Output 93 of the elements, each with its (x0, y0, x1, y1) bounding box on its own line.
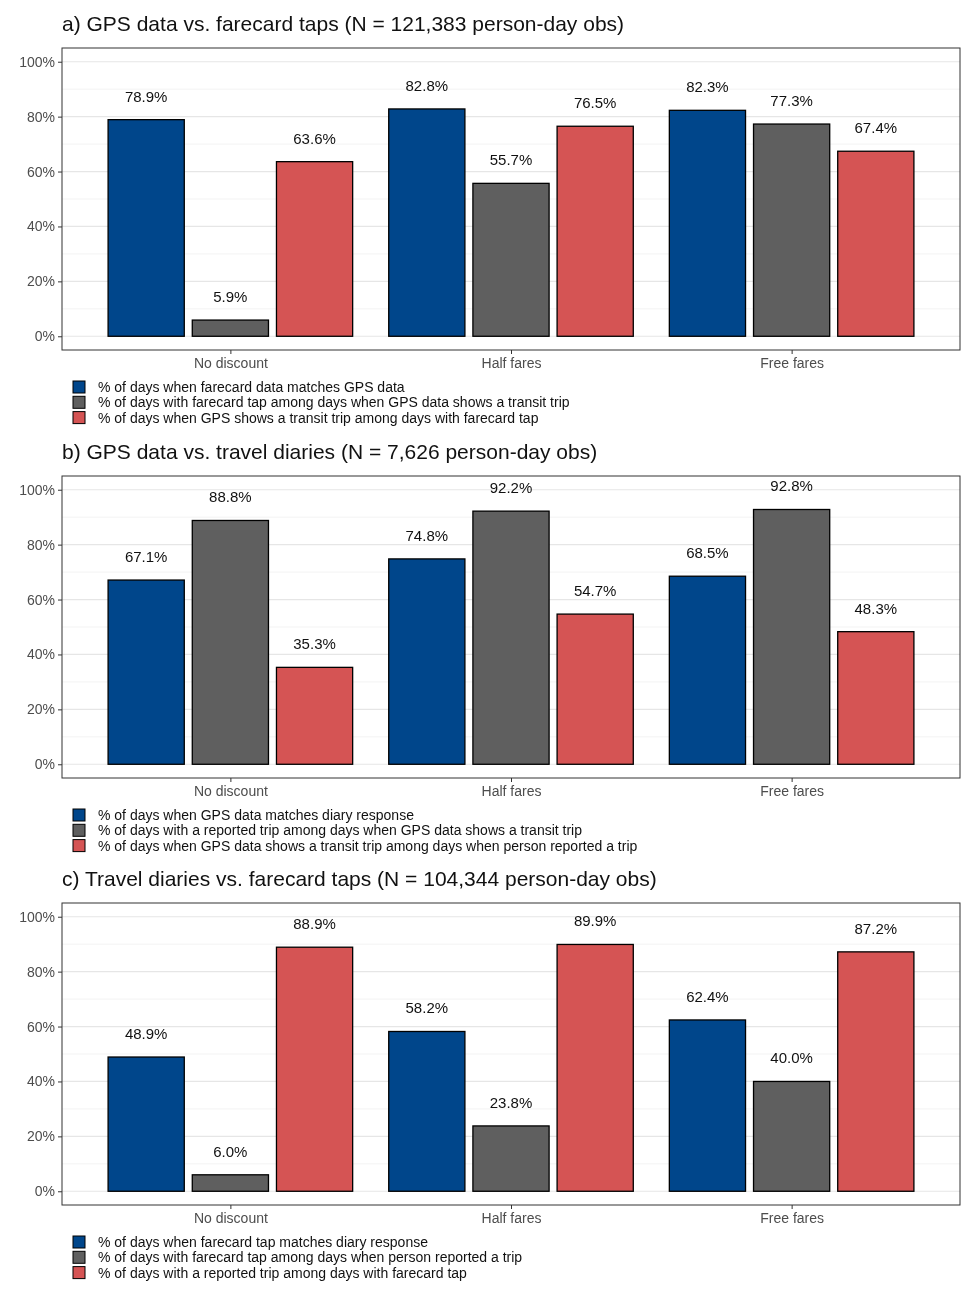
data-label: 68.5% (686, 544, 729, 562)
y-tick-label: 0% (34, 328, 55, 345)
bar (107, 1056, 185, 1192)
y-tick-label: 60% (26, 1018, 55, 1035)
x-tick-label: Half fares (481, 782, 542, 799)
chart-title: a) GPS data vs. farecard taps (N = 121,383 person-day obs) (62, 12, 625, 35)
data-label: 92.2% (489, 479, 533, 497)
data-label: 63.6% (293, 129, 336, 147)
bar (107, 119, 185, 337)
y-tick-label: 100% (19, 53, 55, 70)
data-label: 58.2% (405, 999, 449, 1017)
y-tick-label: 80% (26, 536, 55, 553)
data-label: 67.4% (854, 119, 898, 137)
bar (275, 161, 354, 337)
bar (837, 951, 915, 1192)
x-tick-label: No discount (193, 1209, 268, 1226)
bar (191, 519, 270, 765)
x-tick-label: Free fares (760, 1209, 825, 1226)
y-tick-label: 40% (26, 218, 55, 235)
data-label: 87.2% (854, 919, 898, 937)
bar (275, 946, 354, 1192)
legend-label: % of days when GPS data matches diary response (98, 807, 415, 823)
y-tick-label: 100% (19, 481, 55, 498)
y-tick-label: 20% (26, 1128, 55, 1145)
bar (556, 613, 634, 765)
y-tick-label: 20% (26, 273, 55, 290)
bar (472, 510, 550, 765)
y-tick-label: 60% (26, 591, 55, 608)
data-label: 5.9% (213, 288, 248, 306)
legend-label: % of days when GPS data shows a transit trip among days when person reported a trip (98, 837, 638, 854)
bar (556, 943, 634, 1192)
bar (752, 1080, 831, 1192)
data-label: 76.5% (573, 94, 617, 112)
data-label: 92.8% (770, 477, 813, 495)
x-tick-label: Half fares (481, 354, 542, 371)
bar (107, 579, 185, 765)
bar (275, 666, 354, 765)
data-label: 40.0% (770, 1049, 813, 1067)
y-tick-label: 40% (26, 1073, 55, 1090)
data-label: 54.7% (573, 582, 617, 600)
x-tick-label: No discount (193, 782, 268, 799)
bar (556, 125, 634, 337)
legend-label: % of days when farecard tap matches diary response (98, 1234, 429, 1250)
legend-label: % of days when GPS shows a transit trip among days with farecard tap (98, 409, 539, 426)
data-label: 88.9% (293, 915, 336, 933)
legend-label: % of days with farecard tap among days when GPS data shows a transit trip (98, 394, 570, 411)
bar (472, 1125, 550, 1192)
data-label: 48.3% (854, 599, 898, 617)
bar (668, 575, 747, 765)
data-label: 77.3% (770, 92, 813, 110)
data-label: 74.8% (405, 526, 449, 544)
data-label: 62.4% (686, 987, 729, 1005)
data-label: 6.0% (213, 1142, 248, 1160)
data-label: 35.3% (293, 635, 336, 653)
bar (191, 319, 270, 337)
bar (472, 182, 550, 337)
bar (752, 508, 831, 765)
legend-label: % of days when farecard data matches GPS data (98, 379, 405, 395)
x-tick-label: Half fares (481, 1209, 542, 1226)
y-tick-label: 0% (34, 756, 55, 773)
data-label: 82.3% (686, 78, 729, 96)
data-label: 82.8% (405, 76, 449, 94)
bar (388, 108, 466, 337)
y-tick-label: 0% (34, 1183, 55, 1200)
data-label: 88.8% (209, 488, 252, 506)
bar (388, 558, 466, 765)
bar (837, 631, 915, 765)
bar (837, 150, 915, 337)
bar (388, 1030, 466, 1192)
data-label: 78.9% (124, 87, 168, 105)
data-label: 48.9% (124, 1025, 168, 1043)
legend-label: % of days with a reported trip among days with farecard tap (98, 1264, 468, 1281)
bar (668, 109, 747, 337)
x-tick-label: Free fares (760, 354, 825, 371)
y-tick-label: 100% (19, 908, 55, 925)
legend-label: % of days with farecard tap among days when person reported a trip (98, 1249, 523, 1266)
data-label: 55.7% (489, 151, 533, 169)
y-tick-label: 80% (26, 963, 55, 980)
bar (191, 1174, 270, 1192)
y-tick-label: 80% (26, 108, 55, 125)
y-tick-label: 20% (26, 701, 55, 718)
bar (668, 1019, 747, 1192)
x-tick-label: No discount (193, 354, 268, 371)
chart-title: b) GPS data vs. travel diaries (N = 7,626 person-day obs) (62, 440, 598, 463)
data-label: 89.9% (573, 912, 617, 930)
data-label: 23.8% (489, 1093, 533, 1111)
x-tick-label: Free fares (760, 782, 825, 799)
data-label: 67.1% (124, 548, 168, 566)
legend-label: % of days with a reported trip among days when GPS data shows a transit trip (98, 822, 583, 839)
chart-title: c) Travel diaries vs. farecard taps (N = 104,344 person-day obs) (62, 867, 657, 890)
bar (752, 123, 831, 337)
y-tick-label: 60% (26, 163, 55, 180)
y-tick-label: 40% (26, 646, 55, 663)
